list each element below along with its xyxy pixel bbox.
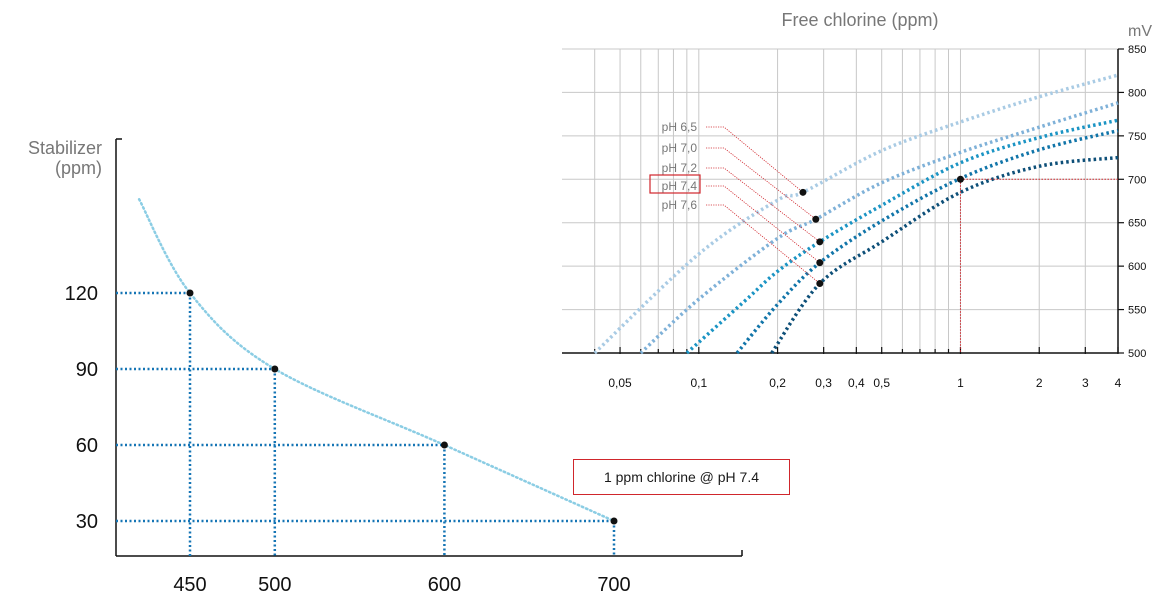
series-label: pH 6,5: [662, 120, 698, 134]
x-tick-label: 3: [1082, 376, 1089, 390]
y-tick-label-2: 120: [65, 283, 98, 305]
leader-line: [706, 147, 817, 220]
x-tick-label: 0,3: [815, 376, 832, 390]
y-axis-title-2: Stabilizer (ppm): [28, 138, 102, 178]
chart-title: Free chlorine (ppm): [781, 10, 938, 30]
x-tick-label: 0,1: [690, 376, 707, 390]
x-tick-label-2: 450: [173, 574, 206, 596]
series-marker: [816, 280, 824, 288]
series-line-70: [639, 101, 1119, 355]
y-tick-label: 850: [1128, 44, 1146, 56]
data-point: [186, 289, 194, 297]
x-tick-label-2: 700: [597, 574, 630, 596]
series-line-65: [593, 73, 1119, 355]
y-tick-label: 700: [1128, 174, 1146, 186]
series-marker: [799, 188, 807, 196]
y-tick-label: 650: [1128, 218, 1146, 230]
series-marker: [812, 215, 820, 223]
y-tick-label-2: 30: [76, 511, 98, 533]
series-line-74: [735, 128, 1119, 355]
series-line-72: [685, 118, 1119, 355]
x-tick-label-2: 600: [428, 574, 461, 596]
highlight-box: [649, 174, 701, 194]
y-tick-label: 550: [1128, 305, 1146, 317]
x-tick-label: 0,05: [608, 376, 632, 390]
y-tick-label: 750: [1128, 131, 1146, 143]
leader-line: [706, 167, 821, 243]
y-tick-label: 600: [1128, 261, 1146, 273]
series-marker: [816, 259, 824, 267]
data-point: [440, 441, 448, 449]
stabilizer-curve: [137, 198, 616, 523]
y-tick-label: 800: [1128, 87, 1146, 99]
y-tick-label-2: 90: [76, 359, 98, 381]
series-label: pH 7,0: [662, 141, 698, 155]
series-label: pH 7,6: [662, 198, 698, 212]
data-point: [271, 365, 279, 373]
x-tick-label: 1: [957, 376, 964, 390]
series-marker: [816, 238, 824, 246]
x-tick-label-2: 500: [258, 574, 291, 596]
y-axis-title: mV: [1128, 23, 1152, 40]
x-tick-label: 0,4: [848, 376, 865, 390]
reference-point: [956, 175, 964, 183]
leader-line: [706, 185, 821, 263]
leader-line: [706, 204, 821, 284]
annotation-box: 1 ppm chlorine @ pH 7.4: [573, 459, 790, 495]
series-label: pH 7,2: [662, 161, 698, 175]
series-line-76: [770, 155, 1119, 354]
y-tick-label: 500: [1128, 348, 1146, 360]
x-tick-label: 4: [1115, 376, 1122, 390]
y-tick-label-2: 60: [76, 435, 98, 457]
x-tick-label: 2: [1036, 376, 1043, 390]
leader-line: [706, 126, 804, 193]
x-tick-label: 0,2: [769, 376, 786, 390]
data-point: [610, 517, 618, 525]
x-tick-label: 0,5: [873, 376, 890, 390]
series-label: pH 7,4: [662, 179, 698, 193]
